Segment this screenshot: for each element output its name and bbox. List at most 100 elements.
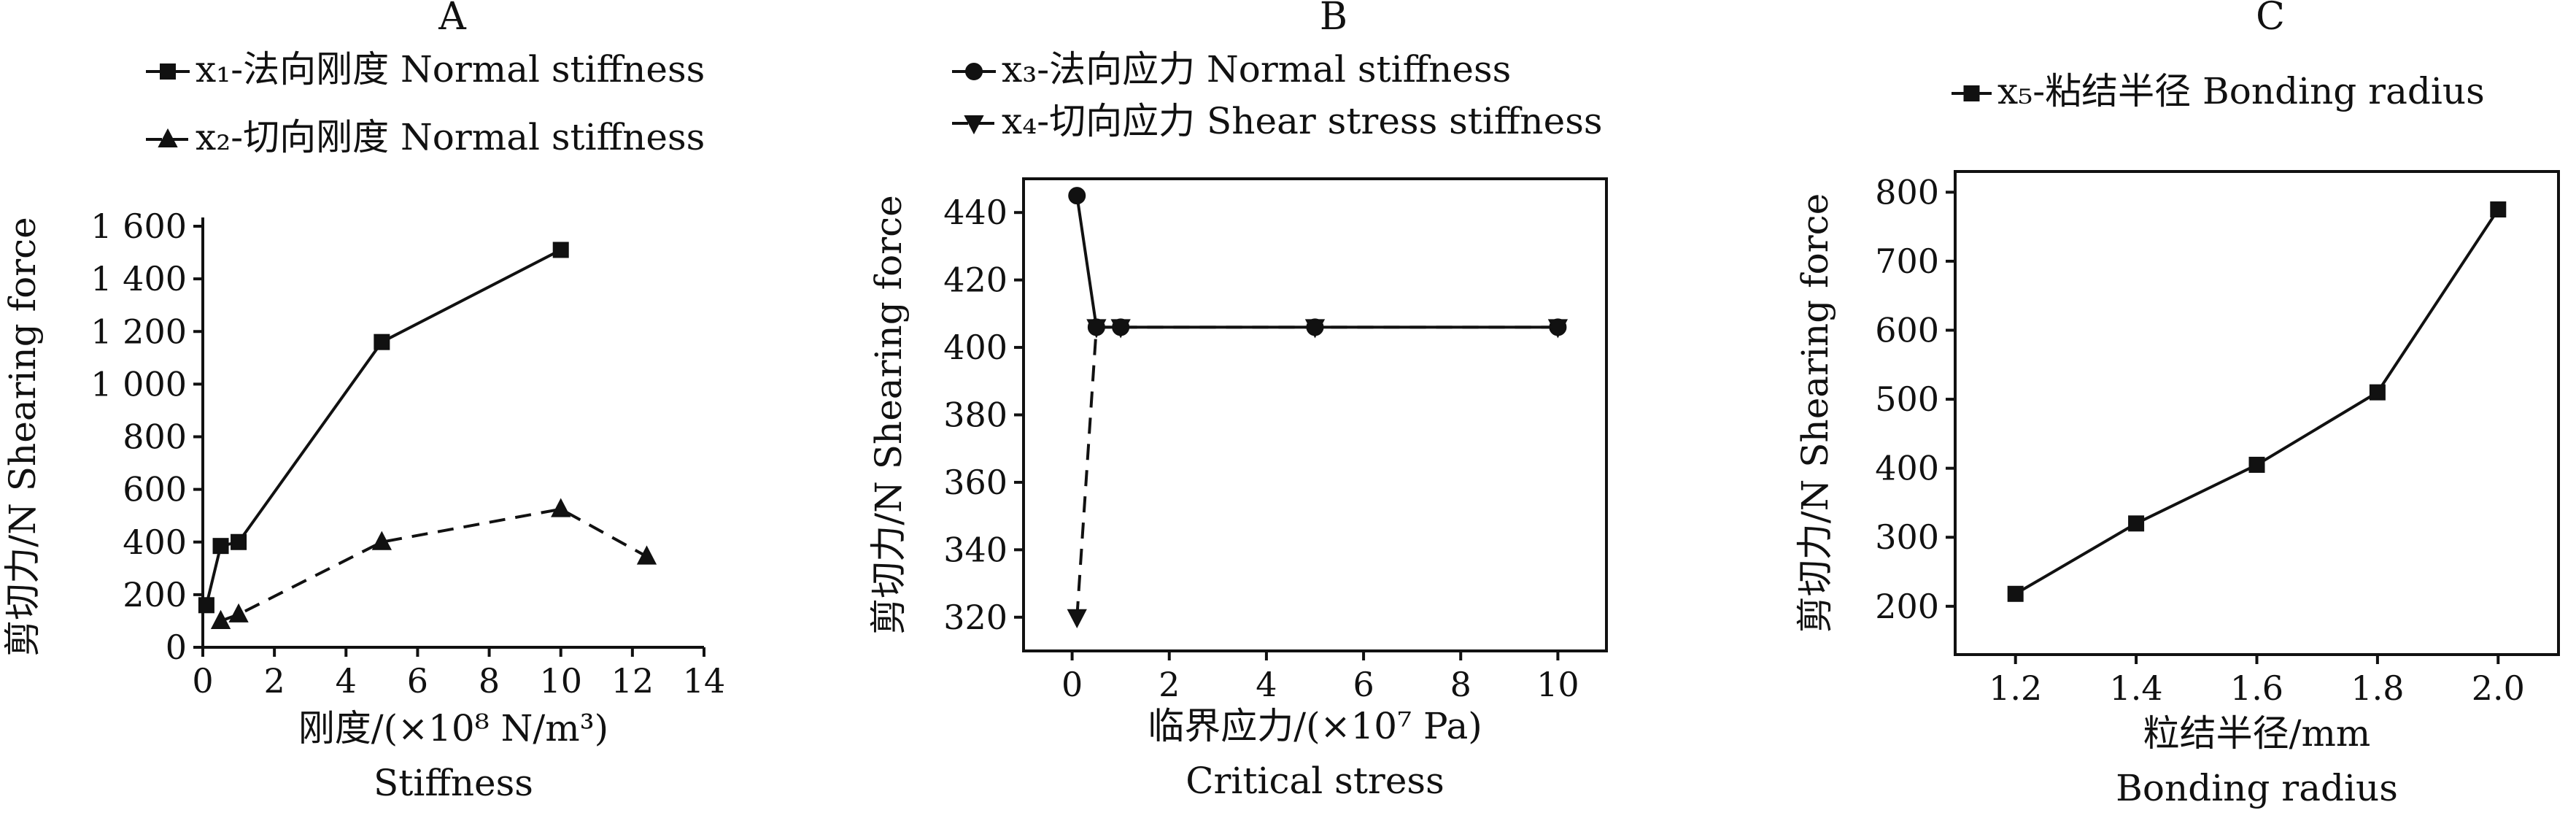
x-tick-label-c: 2.0 [2472,668,2525,708]
data-point-a-2 [210,609,231,629]
legend-marker-a-2 [158,128,178,147]
data-point-c-1 [2490,201,2507,218]
legend-entry-c-1: x₅-粘结半径 Bonding radius [1952,70,2485,112]
y-tick-label-c: 800 [1875,172,1939,212]
x-tick-label-a: 10 [539,661,582,701]
x-tick-label-a: 2 [264,661,285,701]
y-tick-label-b: 340 [943,530,1007,569]
series-b-2 [1067,319,1569,628]
x-tick-label-a: 8 [479,661,500,701]
y-tick-label-c: 300 [1875,517,1939,557]
y-tick-label-a: 200 [123,575,187,614]
y-tick-label-c: 700 [1875,242,1939,281]
x-tick-label-c: 1.4 [2110,668,2163,708]
data-point-c-1 [2248,456,2265,473]
x-axis-label-en-c: Bonding radius [2116,767,2398,809]
series-line-b-2 [1075,325,1558,617]
data-point-b-2 [1547,319,1569,339]
y-tick-label-a: 1 400 [90,259,187,298]
legend-marker-a-1 [160,63,176,80]
data-point-b-2 [1067,609,1087,628]
axes-frame-c [1954,170,2560,656]
y-tick-label-b: 440 [943,193,1007,232]
x-tick-label-a: 6 [407,661,428,701]
x-tick-label-b: 6 [1353,665,1374,704]
panel-letter-c: C [2256,0,2285,39]
y-tick-label-b: 420 [943,261,1007,300]
legend-entry-b-1: x₃-法向应力 Normal stiffness [952,48,1511,90]
chart-panel-c: C 1.2 1.4 1.6 1.8 2.0 200 300 400 500 600 700 800 剪切力… [1794,0,2560,809]
series-a-1 [198,242,569,614]
legend-label-c-1: x₅-粘结半径 Bonding radius [1997,70,2485,112]
data-point-b-2 [1304,319,1326,339]
data-point-a-1 [231,533,247,550]
x-tick-label-b: 10 [1536,665,1579,704]
y-tick-label-a: 600 [123,470,187,509]
y-tick-label-c: 500 [1875,379,1939,419]
legend-label-b-1: x₃-法向应力 Normal stiffness [1002,48,1511,90]
x-axis-label-c: 粒结半径/mm [2143,712,2371,755]
legend-entry-a-1: x₁-法向刚度 Normal stiffness [146,48,705,90]
legend-label-b-2: x₄-切向应力 Shear stress stiffness [1002,100,1603,142]
y-tick-label-b: 380 [943,396,1007,435]
series-line-a-1 [204,248,562,606]
y-tick-label-a: 1 200 [90,312,187,351]
series-b-1 [1068,187,1567,336]
y-tick-label-a: 1 000 [90,364,187,404]
y-tick-label-b: 360 [943,463,1007,502]
y-axis-label-c: 剪切力/N Shearing force [1794,193,1836,633]
x-tick-label-a: 14 [683,661,726,701]
chart-panel-a: A 0 2 4 6 8 10 12 14 0 200 400 600 800 1 000 1 200 1 400… [1,0,725,804]
data-point-b-1 [1068,187,1086,205]
data-point-c-1 [2007,585,2024,602]
legend-label-a-2: x₂-切向刚度 Normal stiffness [196,116,705,158]
x-tick-label-b: 0 [1061,665,1083,704]
x-axis-label-en-a: Stiffness [374,762,533,804]
data-point-a-1 [212,538,229,555]
data-point-a-1 [552,242,569,258]
series-line-b-1 [1075,195,1558,329]
y-tick-label-c: 400 [1875,449,1939,488]
x-axis-label-b: 临界应力/(×10⁷ Pa) [1148,705,1482,747]
legend-marker-c-1 [1963,85,1980,101]
x-tick-label-a: 12 [611,661,654,701]
series-line-a-2 [220,507,648,622]
y-axis-label-a: 剪切力/N Shearing force [1,217,44,656]
data-point-a-1 [374,333,390,350]
data-point-a-2 [636,545,657,565]
data-point-c-1 [2128,515,2145,532]
x-axis-label-a: 刚度/(×10⁸ N/m³) [298,707,608,749]
panel-letter-b: B [1320,0,1347,39]
x-axis-label-en-b: Critical stress [1185,760,1444,802]
y-tick-label-b: 320 [943,598,1007,637]
data-point-a-2 [551,498,571,517]
legend-entry-b-2: x₄-切向应力 Shear stress stiffness [952,100,1603,142]
chart-panel-b: B 0 2 4 6 8 10 320 340 360 380 400 420 440 剪切力/N Shear… [867,0,1608,802]
y-tick-label-a: 0 [166,628,187,667]
data-point-c-1 [2369,384,2386,401]
legend-label-a-1: x₁-法向刚度 Normal stiffness [196,48,705,90]
panel-letter-a: A [438,0,467,39]
legend-marker-b-2 [964,115,984,135]
y-tick-label-b: 400 [943,328,1007,367]
x-tick-label-c: 1.8 [2351,668,2404,708]
axes-frame-a [201,217,704,649]
data-point-a-2 [228,603,249,622]
legend-marker-b-1 [965,63,983,80]
x-tick-label-b: 8 [1450,665,1471,704]
x-tick-label-c: 1.6 [2230,668,2283,708]
y-tick-label-c: 200 [1875,587,1939,626]
series-line-c-1 [2014,208,2499,595]
series-a-2 [210,498,657,629]
x-tick-label-a: 0 [192,661,213,701]
x-tick-label-b: 2 [1159,665,1180,704]
y-axis-label-b: 剪切力/N Shearing force [867,195,910,634]
y-tick-label-c: 600 [1875,311,1939,350]
x-tick-label-a: 4 [336,661,357,701]
data-point-b-2 [1086,319,1107,339]
x-tick-label-b: 4 [1256,665,1277,704]
data-point-a-1 [198,597,214,614]
y-tick-label-a: 1 600 [90,207,187,246]
y-tick-label-a: 400 [123,523,187,562]
